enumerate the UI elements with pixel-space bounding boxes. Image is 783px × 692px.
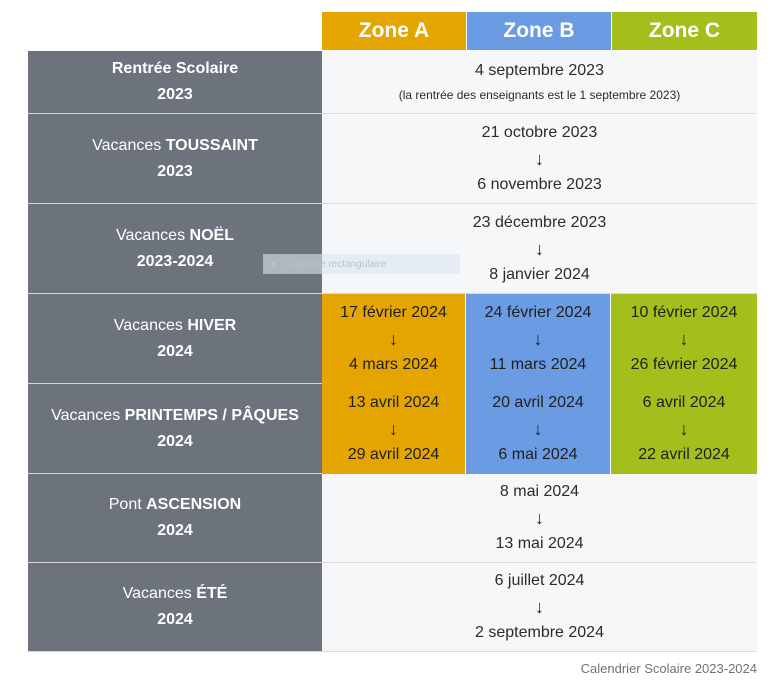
row-label: Vacances HIVER 2024 xyxy=(28,294,322,384)
label-prefix: Vacances xyxy=(113,316,188,334)
zone-a-header: Zone A xyxy=(322,12,466,50)
label-bold: NOËL xyxy=(189,226,234,244)
zone-a-cell: 13 avril 2024 ↓ 29 avril 2024 xyxy=(322,384,466,474)
date-start: 4 septembre 2023 xyxy=(475,62,604,79)
date-start: 6 avril 2024 xyxy=(642,394,726,411)
row-label: Rentrée Scolaire 2023 xyxy=(28,51,322,114)
label-prefix: Vacances xyxy=(116,226,190,244)
date-end: 26 février 2024 xyxy=(630,356,738,373)
arrow-down-icon: ↓ xyxy=(535,148,544,169)
arrow-down-icon: ↓ xyxy=(535,238,544,259)
label-year: 2024 xyxy=(157,342,193,360)
label-year: 2024 xyxy=(157,611,193,628)
row-noel: Vacances NOËL 2023-2024 23 décembre 2023… xyxy=(28,204,757,294)
date-start: 21 octobre 2023 xyxy=(481,123,598,141)
row-label: Pont ASCENSION 2024 xyxy=(28,474,322,563)
all-zones-cell: 6 juillet 2024 ↓ 2 septembre 2024 xyxy=(322,563,757,652)
label-bold: PRINTEMPS / PÂQUES xyxy=(124,406,299,424)
arrow-down-icon: ↓ xyxy=(535,597,544,617)
date-start: 23 décembre 2023 xyxy=(472,213,607,231)
row-ete: Vacances ÉTÉ 2024 6 juillet 2024 ↓ 2 sep… xyxy=(28,563,757,652)
date-end: 29 avril 2024 xyxy=(347,446,440,463)
label-year: 2024 xyxy=(157,432,193,450)
row-label: Vacances TOUSSAINT 2023 xyxy=(28,114,322,204)
label-year: 2023 xyxy=(157,162,193,180)
label-bold: HIVER xyxy=(187,316,237,334)
all-zones-cell: 8 mai 2024 ↓ 13 mai 2024 xyxy=(322,474,757,563)
row-printemps: Vacances PRINTEMPS / PÂQUES 2024 13 avri… xyxy=(28,384,757,474)
label-prefix: Vacances xyxy=(122,585,197,602)
date-end: 13 mai 2024 xyxy=(495,535,584,552)
date-start: 17 février 2024 xyxy=(340,304,447,321)
label-bold: ÉTÉ xyxy=(196,585,228,602)
label-prefix: Vacances xyxy=(51,406,125,424)
label-prefix: Pont xyxy=(108,496,147,513)
date-start: 24 février 2024 xyxy=(484,304,592,321)
arrow-down-icon: ↓ xyxy=(533,329,543,349)
label-bold: TOUSSAINT xyxy=(165,136,258,154)
all-zones-cell: 21 octobre 2023 ↓ 6 novembre 2023 xyxy=(322,114,757,204)
date-start: 10 février 2024 xyxy=(630,304,738,321)
zone-c-header: Zone C xyxy=(612,12,757,50)
screenshot-tool-overlay: Capture rectangulaire xyxy=(263,254,460,274)
arrow-down-icon: ↓ xyxy=(679,419,689,439)
table-caption: Calendrier Scolaire 2023-2024 xyxy=(580,661,757,676)
row-rentree: Rentrée Scolaire 2023 4 septembre 2023 (… xyxy=(28,51,757,114)
zone-c-cell: 6 avril 2024 ↓ 22 avril 2024 xyxy=(611,384,757,474)
arrow-down-icon: ↓ xyxy=(535,508,544,528)
date-end: 4 mars 2024 xyxy=(349,356,438,373)
zone-c-cell: 10 février 2024 ↓ 26 février 2024 xyxy=(611,294,757,384)
arrow-down-icon: ↓ xyxy=(679,329,689,349)
label-year: 2024 xyxy=(157,522,193,539)
arrow-down-icon: ↓ xyxy=(533,419,543,439)
row-ascension: Pont ASCENSION 2024 8 mai 2024 ↓ 13 mai … xyxy=(28,474,757,563)
date-start: 6 juillet 2024 xyxy=(494,572,585,589)
row-hiver: Vacances HIVER 2024 17 février 2024 ↓ 4 … xyxy=(28,294,757,384)
row-label: Vacances NOËL 2023-2024 xyxy=(28,204,322,294)
all-zones-cell: 23 décembre 2023 ↓ 8 janvier 2024 xyxy=(322,204,757,294)
label-year: 2023 xyxy=(157,86,193,103)
zone-b-cell: 20 avril 2024 ↓ 6 mai 2024 xyxy=(466,384,611,474)
date-end: 8 janvier 2024 xyxy=(489,265,590,283)
date-end: 2 septembre 2024 xyxy=(475,624,604,641)
all-zones-cell: 4 septembre 2023 (la rentrée des enseign… xyxy=(322,51,757,114)
date-start: 8 mai 2024 xyxy=(499,483,580,500)
dot-icon xyxy=(271,261,276,267)
overlay-label: Capture rectangulaire xyxy=(290,258,387,270)
label-prefix: Vacances xyxy=(92,136,166,154)
date-end: 22 avril 2024 xyxy=(638,446,730,463)
date-end: 6 novembre 2023 xyxy=(477,175,602,193)
arrow-down-icon: ↓ xyxy=(389,329,398,349)
zone-a-cell: 17 février 2024 ↓ 4 mars 2024 xyxy=(322,294,466,384)
label-bold: ASCENSION xyxy=(146,496,242,513)
zone-b-header: Zone B xyxy=(467,12,611,50)
date-end: 11 mars 2024 xyxy=(489,356,587,373)
row-label: Vacances PRINTEMPS / PÂQUES 2024 xyxy=(28,384,322,474)
date-end: 6 mai 2024 xyxy=(498,446,578,463)
date-start: 20 avril 2024 xyxy=(492,394,584,411)
row-label: Vacances ÉTÉ 2024 xyxy=(28,563,322,652)
label-year: 2023-2024 xyxy=(136,252,214,270)
row-toussaint: Vacances TOUSSAINT 2023 21 octobre 2023 … xyxy=(28,114,757,204)
label-bold: Rentrée Scolaire xyxy=(111,60,239,77)
arrow-down-icon: ↓ xyxy=(389,419,398,439)
zone-b-cell: 24 février 2024 ↓ 11 mars 2024 xyxy=(466,294,611,384)
date-start: 13 avril 2024 xyxy=(347,394,440,411)
teacher-note: (la rentrée des enseignants est le 1 sep… xyxy=(398,88,681,102)
